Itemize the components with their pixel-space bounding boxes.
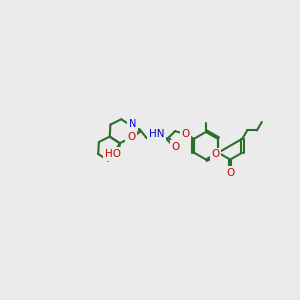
Text: O: O: [127, 132, 135, 142]
Text: O: O: [211, 149, 219, 159]
Text: HN: HN: [149, 129, 164, 139]
Text: N: N: [129, 119, 136, 129]
Text: O: O: [182, 129, 190, 139]
Text: O: O: [172, 142, 180, 152]
Text: HO: HO: [105, 149, 121, 159]
Text: O: O: [226, 167, 234, 178]
